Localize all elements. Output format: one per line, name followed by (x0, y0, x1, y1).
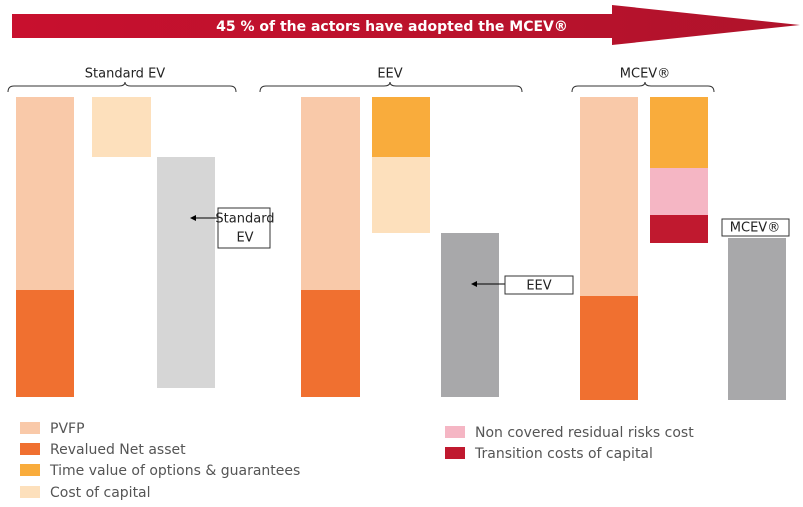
pointer-head (471, 281, 477, 287)
brace (7, 81, 237, 93)
legend-swatch (445, 447, 465, 459)
legend-swatch (20, 464, 40, 476)
result-label: Standard (215, 212, 274, 227)
brace (259, 81, 523, 93)
legend-swatch (445, 426, 465, 438)
pointer-head (190, 215, 196, 221)
legend-label: PVFP (50, 421, 85, 437)
legend-swatch (20, 422, 40, 434)
result-block (157, 157, 215, 388)
result-label: MCEV® (730, 221, 780, 236)
cost-of-capital-block (92, 97, 151, 157)
legend-swatch (20, 486, 40, 498)
legend-label: Time value of options & guarantees (49, 463, 300, 479)
result-block (441, 233, 499, 397)
pvfp-block (16, 97, 74, 290)
pvfp-block (580, 97, 638, 296)
result-box (721, 218, 790, 237)
net-asset-block (580, 296, 638, 400)
result-box (504, 275, 574, 295)
transition-cost-block (650, 215, 708, 243)
group-label: Standard EV (85, 67, 165, 82)
legend-label: Transition costs of capital (474, 446, 653, 462)
result-label: EEV (526, 279, 551, 294)
banner-arrow (12, 5, 800, 45)
brace (571, 81, 715, 93)
net-asset-block (16, 290, 74, 397)
legend-swatch (20, 443, 40, 455)
banner-text: 45 % of the actors have adopted the MCEV… (216, 19, 568, 35)
legend-label: Cost of capital (50, 485, 151, 501)
tvog-block (650, 97, 708, 168)
legend-label: Non covered residual risks cost (475, 425, 694, 441)
pvfp-block (301, 97, 360, 290)
tvog-block (372, 97, 430, 157)
group-label: MCEV® (620, 67, 670, 82)
cost-of-capital-block (372, 157, 430, 233)
legend-label: Revalued Net asset (50, 442, 186, 458)
result-box (217, 207, 271, 249)
legend: PVFP Revalued Net asset Time value of opti… (20, 421, 694, 501)
residual-risk-block (650, 168, 708, 215)
group-label: EEV (377, 67, 402, 82)
net-asset-block (301, 290, 360, 397)
result-block (728, 238, 786, 400)
result-label: EV (236, 231, 253, 246)
